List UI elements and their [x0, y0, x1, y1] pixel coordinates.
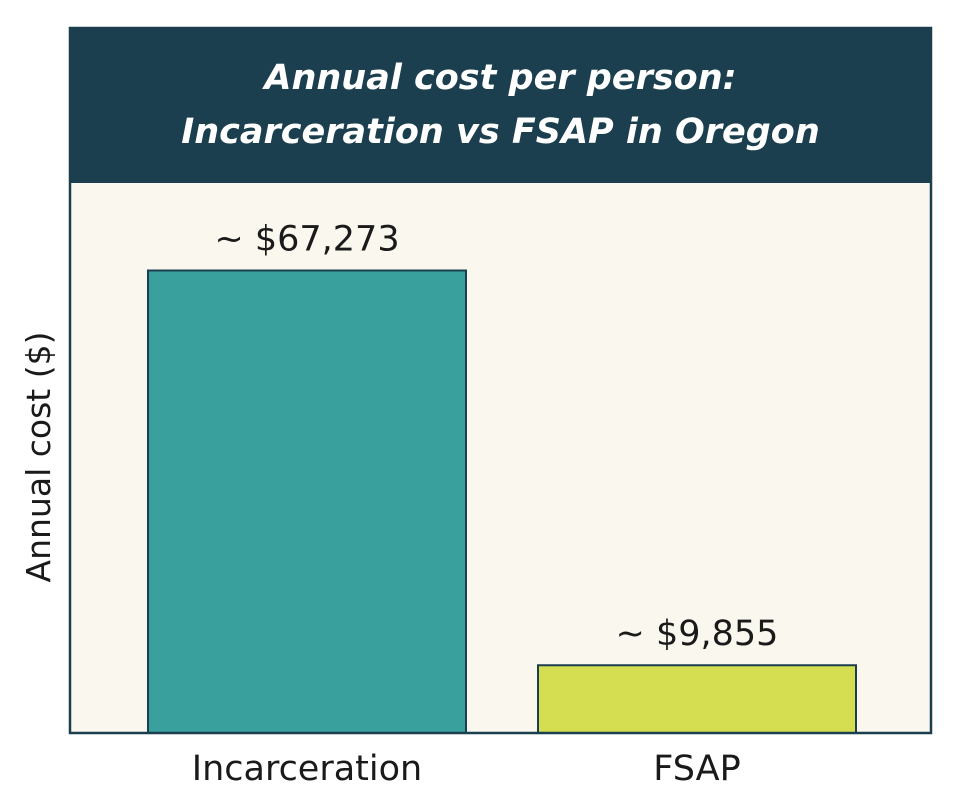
x-tick-label-incarceration: Incarceration [192, 749, 422, 789]
bar-fsap [537, 664, 857, 735]
value-label-fsap: ~ $9,855 [616, 614, 779, 654]
value-label-incarceration: ~ $67,273 [214, 219, 399, 259]
bar-incarceration [147, 269, 467, 734]
chart-title-line-2: Incarceration vs FSAP in Oregon [181, 112, 820, 152]
y-axis-title: Annual cost ($) [19, 332, 58, 583]
plot-frame [68, 26, 933, 735]
title-band [70, 28, 931, 183]
chart-title-line-1: Annual cost per person: [261, 58, 736, 98]
value-labels-group: ~ $67,273 ~ $9,855 [214, 219, 778, 654]
bars-group [147, 269, 857, 735]
x-tick-label-fsap: FSAP [653, 749, 740, 789]
x-tick-labels-group: Incarceration FSAP [192, 749, 741, 789]
